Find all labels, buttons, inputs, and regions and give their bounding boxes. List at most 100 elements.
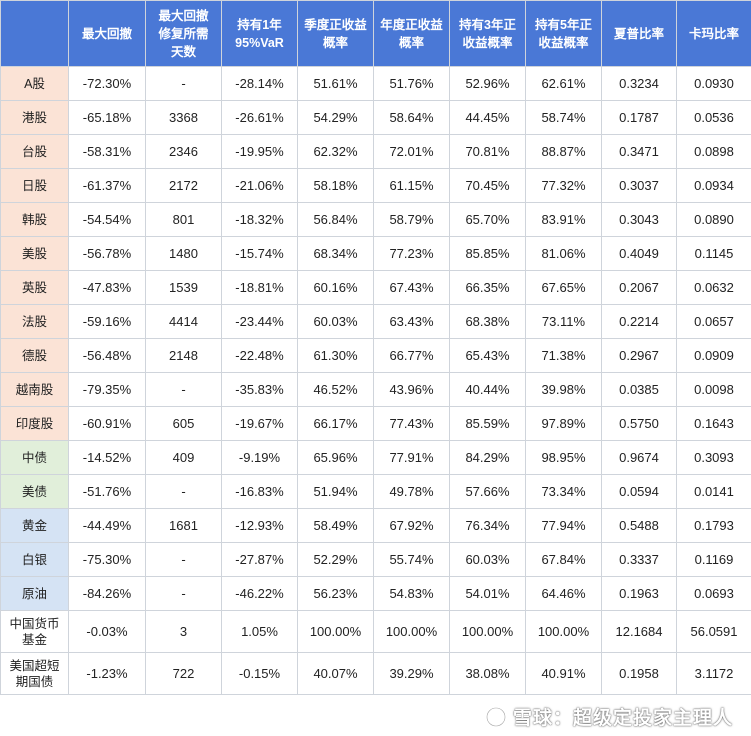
table-cell: 63.43% xyxy=(373,304,450,339)
table-cell: -72.30% xyxy=(68,66,146,101)
table-cell: 60.03% xyxy=(449,542,526,577)
table-row: 美国超短 期国债 -1.23% 722 -0.15% 40.07% 39.29% 38.08… xyxy=(0,652,751,695)
column-header: 最大回撤 修复所需 天数 xyxy=(145,0,222,67)
row-label: 原油 xyxy=(0,576,69,611)
table-cell: 66.35% xyxy=(449,270,526,305)
column-header: 年度正收益 概率 xyxy=(373,0,450,67)
table-cell: -59.16% xyxy=(68,304,146,339)
table-cell: -51.76% xyxy=(68,474,146,509)
table-cell: 0.0098 xyxy=(676,372,751,407)
column-header: 季度正收益 概率 xyxy=(297,0,374,67)
table-cell: 3.1172 xyxy=(676,652,751,695)
table-cell: 2148 xyxy=(145,338,222,373)
row-label: 港股 xyxy=(0,100,69,135)
table-cell: 73.11% xyxy=(525,304,602,339)
table-cell: -23.44% xyxy=(221,304,298,339)
table-row: 原油 -84.26% - -46.22% 56.23% 54.83% 54.01% 64.46… xyxy=(0,576,751,611)
table-cell: 64.46% xyxy=(525,576,602,611)
table-cell: 57.66% xyxy=(449,474,526,509)
table-cell: 66.17% xyxy=(297,406,374,441)
table-cell: 72.01% xyxy=(373,134,450,169)
table-cell: 88.87% xyxy=(525,134,602,169)
table-cell: 51.94% xyxy=(297,474,374,509)
table-cell: 60.03% xyxy=(297,304,374,339)
table-cell: 0.0594 xyxy=(601,474,677,509)
table-cell: -14.52% xyxy=(68,440,146,475)
table-cell: 52.96% xyxy=(449,66,526,101)
table-cell: -58.31% xyxy=(68,134,146,169)
table-row: A股 -72.30% - -28.14% 51.61% 51.76% 52.96% 62.61… xyxy=(0,66,751,101)
table-cell: 0.4049 xyxy=(601,236,677,271)
table-cell: - xyxy=(145,372,222,407)
table-cell: 0.3037 xyxy=(601,168,677,203)
table-cell: 55.74% xyxy=(373,542,450,577)
table-cell: 0.2067 xyxy=(601,270,677,305)
row-label: 越南股 xyxy=(0,372,69,407)
table-cell: 0.0934 xyxy=(676,168,751,203)
table-cell: 3 xyxy=(145,610,222,653)
row-label: 德股 xyxy=(0,338,69,373)
table-cell: 65.96% xyxy=(297,440,374,475)
table-cell: -0.03% xyxy=(68,610,146,653)
table-cell: -9.19% xyxy=(221,440,298,475)
row-label: 韩股 xyxy=(0,202,69,237)
table-cell: -16.83% xyxy=(221,474,298,509)
table-cell: 0.1958 xyxy=(601,652,677,695)
table-cell: 1.05% xyxy=(221,610,298,653)
row-label: 美国超短 期国债 xyxy=(0,652,69,695)
table-cell: 0.1793 xyxy=(676,508,751,543)
table-cell: 58.79% xyxy=(373,202,450,237)
table-cell: 61.30% xyxy=(297,338,374,373)
table-cell: 0.3337 xyxy=(601,542,677,577)
table-row: 黄金 -44.49% 1681 -12.93% 58.49% 67.92% 76.34% 77… xyxy=(0,508,751,543)
table-cell: -35.83% xyxy=(221,372,298,407)
table-cell: 97.89% xyxy=(525,406,602,441)
table-cell: 0.0693 xyxy=(676,576,751,611)
table-cell: 51.61% xyxy=(297,66,374,101)
table-row: 法股 -59.16% 4414 -23.44% 60.03% 63.43% 68.38% 73… xyxy=(0,304,751,339)
table-cell: -60.91% xyxy=(68,406,146,441)
table-cell: 58.64% xyxy=(373,100,450,135)
table-row: 韩股 -54.54% 801 -18.32% 56.84% 58.79% 65.70% 83.… xyxy=(0,202,751,237)
watermark: 雪球：超级定投家主理人 xyxy=(485,703,733,730)
table-cell: 67.65% xyxy=(525,270,602,305)
table-cell: 56.23% xyxy=(297,576,374,611)
table-row: 中国货币 基金 -0.03% 3 1.05% 100.00% 100.00% 100.00%… xyxy=(0,610,751,653)
column-header: 卡玛比率 xyxy=(676,0,751,67)
table-cell: 38.08% xyxy=(449,652,526,695)
table-cell: 100.00% xyxy=(373,610,450,653)
row-label: 美债 xyxy=(0,474,69,509)
table-cell: 54.01% xyxy=(449,576,526,611)
table-cell: 0.0657 xyxy=(676,304,751,339)
table-cell: 43.96% xyxy=(373,372,450,407)
row-label: 法股 xyxy=(0,304,69,339)
table-cell: -0.15% xyxy=(221,652,298,695)
table-cell: -61.37% xyxy=(68,168,146,203)
table-cell: 68.38% xyxy=(449,304,526,339)
table-cell: -65.18% xyxy=(68,100,146,135)
row-label: A股 xyxy=(0,66,69,101)
table-cell: 40.91% xyxy=(525,652,602,695)
row-label: 白银 xyxy=(0,542,69,577)
table-cell: 58.18% xyxy=(297,168,374,203)
table-cell: 52.29% xyxy=(297,542,374,577)
table-cell: 58.49% xyxy=(297,508,374,543)
table-cell: -18.32% xyxy=(221,202,298,237)
table-cell: -19.95% xyxy=(221,134,298,169)
table-cell: 76.34% xyxy=(449,508,526,543)
table-cell: 56.84% xyxy=(297,202,374,237)
table-cell: 46.52% xyxy=(297,372,374,407)
table-cell: 0.1787 xyxy=(601,100,677,135)
row-label: 印度股 xyxy=(0,406,69,441)
row-label: 台股 xyxy=(0,134,69,169)
column-header: 持有5年正 收益概率 xyxy=(525,0,602,67)
table-cell: 0.0536 xyxy=(676,100,751,135)
table-cell: 65.70% xyxy=(449,202,526,237)
table-cell: 54.29% xyxy=(297,100,374,135)
table-cell: - xyxy=(145,66,222,101)
table-cell: 77.23% xyxy=(373,236,450,271)
table-cell: 77.94% xyxy=(525,508,602,543)
table-row: 德股 -56.48% 2148 -22.48% 61.30% 66.77% 65.43% 71… xyxy=(0,338,751,373)
table-cell: 0.3234 xyxy=(601,66,677,101)
table-row: 台股 -58.31% 2346 -19.95% 62.32% 72.01% 70.81% 88… xyxy=(0,134,751,169)
